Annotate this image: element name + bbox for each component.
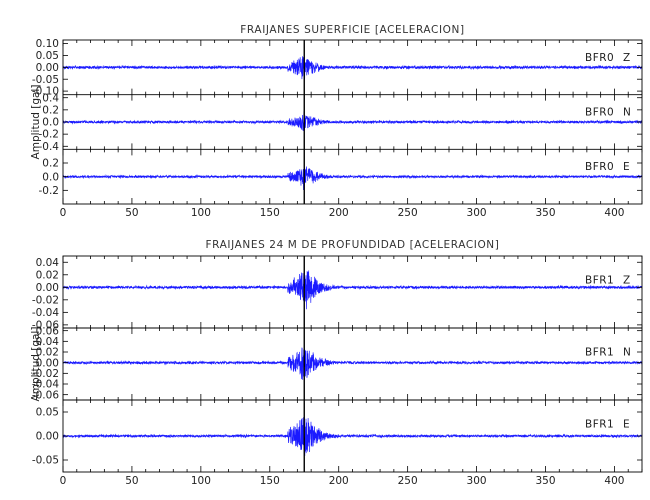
y-tick-label: -0.05 xyxy=(32,74,59,86)
y-tick-label: -0.06 xyxy=(32,319,59,331)
station-label: BFR1 N xyxy=(585,346,631,358)
x-tick-label: 150 xyxy=(260,475,280,487)
y-tick-label: -0.02 xyxy=(32,294,59,306)
x-tick-label: 350 xyxy=(535,475,555,487)
y-axis-label: Amplitud [gal] xyxy=(30,327,42,402)
waveform-trace xyxy=(62,56,643,80)
station-name: BFR1 xyxy=(585,346,614,358)
component-name: E xyxy=(623,161,630,173)
x-tick-label: 200 xyxy=(329,207,349,219)
y-tick-label: 0.0 xyxy=(42,171,59,183)
y-tick-label: -0.10 xyxy=(32,86,59,98)
x-tick-label: 0 xyxy=(60,475,67,487)
x-tick-label: 350 xyxy=(535,207,555,219)
trace-panel-bfr1-e: -0.05 0.00 0.05 BFR1 E xyxy=(32,407,643,467)
y-tick-label: 0.10 xyxy=(36,38,59,50)
x-tick-label: 100 xyxy=(191,475,211,487)
waveform-trace xyxy=(62,110,643,131)
y-tick-label: -0.06 xyxy=(32,389,59,401)
x-tick-label: 400 xyxy=(604,475,624,487)
station-label: BFR1 E xyxy=(585,418,630,430)
station-name: BFR0 xyxy=(585,52,614,64)
y-tick-label: 0.04 xyxy=(36,257,60,269)
station-name: BFR1 xyxy=(585,418,614,430)
y-tick-label: 0.02 xyxy=(36,269,59,281)
trace-panel-bfr1-n: -0.06-0.04-0.020.000.020.040.06 BFR1 N xyxy=(32,325,643,401)
x-tick-label: 250 xyxy=(398,475,418,487)
y-tick-label: -0.05 xyxy=(32,455,59,467)
y-tick-label: -0.2 xyxy=(39,129,60,141)
y-tick-label: 0.00 xyxy=(36,357,59,369)
y-tick-label: 0.05 xyxy=(36,407,59,419)
y-tick-label: 0.00 xyxy=(36,62,59,74)
x-tick-label: 300 xyxy=(467,475,487,487)
y-tick-label: 0.00 xyxy=(36,282,59,294)
y-tick-label: 0.02 xyxy=(36,347,59,359)
trace-panel-bfr0-n: -0.4-0.20.00.20.4 BFR0 N xyxy=(39,92,643,153)
y-tick-label: 0.2 xyxy=(42,104,59,116)
station-name: BFR1 xyxy=(585,274,614,286)
y-tick-label: 0.05 xyxy=(36,50,59,62)
x-tick-label: 200 xyxy=(329,475,349,487)
x-tick-label: 50 xyxy=(125,207,138,219)
station-label: BFR0 Z xyxy=(585,52,631,64)
y-tick-label: 0.0 xyxy=(42,117,59,129)
waveform-trace xyxy=(62,347,643,380)
y-tick-label: -0.4 xyxy=(39,141,60,153)
y-tick-label: -0.2 xyxy=(39,185,60,197)
x-tick-label: 150 xyxy=(260,207,280,219)
y-tick-label: -0.02 xyxy=(32,368,59,380)
y-tick-label: -0.04 xyxy=(32,379,59,391)
component-name: Z xyxy=(623,52,631,64)
chart-title: FRAIJANES 24 M DE PROFUNDIDAD [ACELERACI… xyxy=(206,239,500,251)
component-name: E xyxy=(623,418,630,430)
station-label: BFR0 N xyxy=(585,106,631,118)
y-axis-label: Amplitud [gal] xyxy=(30,85,42,160)
component-name: Z xyxy=(623,274,631,286)
component-name: N xyxy=(623,106,631,118)
trace-panel-bfr0-e: -0.2 0.00.2 BFR0 E xyxy=(39,158,643,197)
station-name: BFR0 xyxy=(585,106,614,118)
chart-title: FRAIJANES SUPERFICIE [ACELERACION] xyxy=(240,24,464,36)
waveform-trace xyxy=(62,166,643,191)
y-tick-label: 0.04 xyxy=(36,336,60,348)
waveform-trace xyxy=(62,417,643,457)
x-tick-label: 50 xyxy=(125,475,138,487)
x-tick-label: 100 xyxy=(191,207,211,219)
x-tick-label: 0 xyxy=(60,207,67,219)
x-tick-label: 250 xyxy=(398,207,418,219)
chart-group-1: FRAIJANES SUPERFICIE [ACELERACION] Amplit… xyxy=(30,24,643,219)
component-name: N xyxy=(623,346,631,358)
waveform-trace xyxy=(62,270,643,310)
x-tick-label: 400 xyxy=(604,207,624,219)
y-tick-label: 0.06 xyxy=(36,325,60,337)
chart-group-2: FRAIJANES 24 M DE PROFUNDIDAD [ACELERACI… xyxy=(30,239,643,487)
station-label: BFR0 E xyxy=(585,161,630,173)
x-tick-label: 300 xyxy=(467,207,487,219)
trace-panel-bfr1-z: -0.06-0.04-0.020.000.020.04 BFR1 Z xyxy=(32,257,643,331)
station-name: BFR0 xyxy=(585,161,614,173)
y-tick-label: -0.04 xyxy=(32,307,59,319)
station-label: BFR1 Z xyxy=(585,274,631,286)
plot-frame xyxy=(62,39,643,205)
y-tick-label: 0.4 xyxy=(42,92,59,104)
y-tick-label: 0.00 xyxy=(36,431,59,443)
trace-panel-bfr0-z: -0.10-0.050.000.050.10 BFR0 Z xyxy=(32,38,643,98)
y-tick-label: 0.2 xyxy=(42,158,59,170)
plot-frame xyxy=(62,255,643,473)
